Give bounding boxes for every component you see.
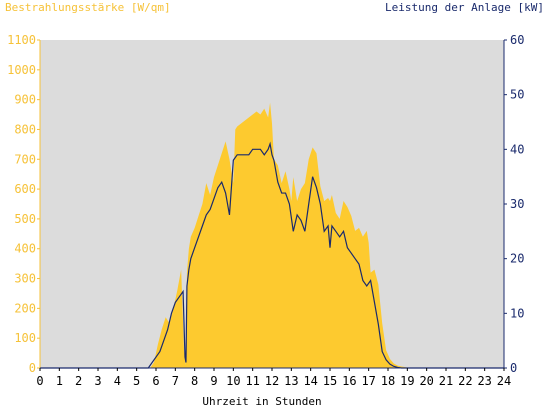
x-tick-label: 10 [226, 374, 240, 388]
x-tick-label: 14 [303, 374, 317, 388]
x-tick-label: 3 [94, 374, 101, 388]
x-tick-label: 2 [75, 374, 82, 388]
left-tick-label: 1100 [7, 33, 36, 47]
left-axis-ticks: 0 100 200 300 400 500 600 700 800 900 1000 1100 [7, 33, 40, 375]
x-tick-label: 15 [323, 374, 337, 388]
irradiance-area [40, 102, 504, 369]
x-tick-label: 16 [342, 374, 356, 388]
right-tick-label: 10 [510, 306, 524, 320]
left-tick-label: 500 [14, 212, 36, 226]
x-tick-label: 20 [419, 374, 433, 388]
x-tick-label: 18 [381, 374, 395, 388]
x-tick-label: 11 [245, 374, 259, 388]
right-tick-label: 0 [510, 361, 517, 375]
right-tick-label: 50 [510, 88, 524, 102]
x-tick-label: 1 [56, 374, 63, 388]
left-tick-label: 0 [29, 361, 36, 375]
left-tick-label: 100 [14, 331, 36, 345]
x-tick-label: 8 [191, 374, 198, 388]
x-tick-label: 24 [497, 374, 511, 388]
left-axis-title: Bestrahlungsstärke [W/qm] [5, 1, 171, 14]
x-tick-label: 9 [210, 374, 217, 388]
right-tick-label: 30 [510, 197, 524, 211]
right-tick-label: 40 [510, 142, 524, 156]
left-tick-label: 1000 [7, 63, 36, 77]
right-tick-label: 20 [510, 252, 524, 266]
x-tick-label: 5 [133, 374, 140, 388]
x-axis-label: Uhrzeit in Stunden [202, 395, 321, 408]
x-tick-label: 17 [361, 374, 375, 388]
x-tick-label: 7 [172, 374, 179, 388]
x-tick-label: 6 [152, 374, 159, 388]
x-tick-label: 21 [439, 374, 453, 388]
power-line [40, 141, 504, 369]
x-tick-label: 4 [114, 374, 121, 388]
x-tick-label: 23 [477, 374, 491, 388]
x-axis-ticks: 0 1 2 3 4 5 6 7 8 9 10 11 12 13 14 15 16 17 18 19 20 21 22 23 24 [36, 368, 511, 388]
x-tick-label: 12 [265, 374, 279, 388]
left-tick-label: 400 [14, 242, 36, 256]
x-tick-label: 22 [458, 374, 472, 388]
x-tick-label: 13 [284, 374, 298, 388]
left-tick-label: 800 [14, 122, 36, 136]
right-axis-ticks: 0 10 20 30 40 50 60 [504, 33, 524, 375]
left-tick-label: 200 [14, 301, 36, 315]
power-series [40, 141, 504, 369]
right-axis-title: Leistung der Anlage [kW] [385, 1, 544, 14]
left-tick-label: 700 [14, 152, 36, 166]
right-tick-label: 60 [510, 33, 524, 47]
left-tick-label: 900 [14, 93, 36, 107]
left-tick-label: 300 [14, 272, 36, 286]
left-tick-label: 600 [14, 182, 36, 196]
irradiance-series [40, 102, 504, 369]
x-tick-label: 19 [400, 374, 414, 388]
x-tick-label: 0 [36, 374, 43, 388]
